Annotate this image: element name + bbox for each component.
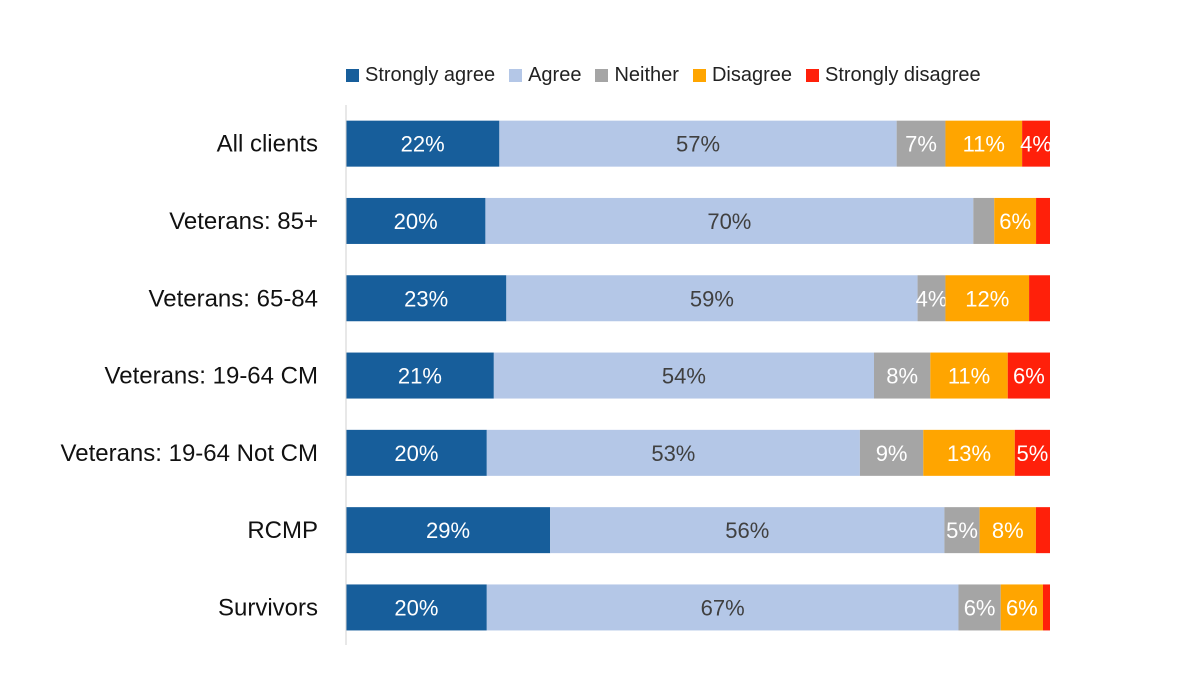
bar-segment [917,275,946,322]
data-label: 11% [963,132,1005,157]
bar-segment [896,120,946,167]
data-label: 6% [1006,595,1038,620]
data-label: 23% [404,286,448,311]
data-label: 21% [398,364,442,389]
data-label: 56% [725,518,769,543]
bar-segment [923,429,1015,476]
data-label: 11% [948,364,990,389]
bar-segment [930,352,1008,399]
legend-item: Strongly disagree [805,64,981,87]
bar-segment [550,507,945,554]
bar-segment [958,584,1001,631]
legend-item: Agree [509,64,581,87]
legend-item: Disagree [692,64,792,87]
category-label: Survivors [218,594,318,621]
data-label: 20% [394,595,438,620]
bar-segment [979,507,1036,554]
bar-segment [499,120,897,167]
bar-segment [346,197,486,244]
data-label: 70% [707,209,751,234]
data-label: 13% [947,441,991,466]
legend-label: Strongly agree [365,64,496,86]
legend-label: Neither [614,64,679,86]
data-label: 5% [946,518,978,543]
data-label: 6% [1013,364,1045,389]
bar-segment [973,197,995,244]
data-label: 5% [1017,441,1049,466]
bar-segment [1036,197,1050,244]
legend-swatch [595,69,609,82]
legend-swatch [509,69,523,82]
bar-segment [944,507,980,554]
bar-segment [346,352,494,399]
data-label: 20% [394,441,438,466]
bar-segment [1007,352,1050,399]
data-label: 22% [401,132,445,157]
bar-segment [1014,429,1050,476]
bar-segment [1042,584,1050,631]
data-label: 54% [662,364,706,389]
bar-segment [346,584,487,631]
legend-label: Agree [528,64,582,86]
bar-segment [486,584,959,631]
data-label: 4% [1020,132,1052,157]
data-label: 12% [965,286,1009,311]
category-label: Veterans: 65-84 [149,285,318,312]
legend-swatch [346,69,359,82]
legend-swatch [692,69,706,82]
data-label: 67% [701,595,745,620]
bar-segment [1035,507,1050,554]
category-label: RCMP [247,517,318,544]
bar-segment [506,275,918,322]
data-label: 8% [886,364,918,389]
bar-segment [346,507,551,554]
bar-segment [994,197,1037,244]
bar-segment [485,197,974,244]
bar-segment [346,429,487,476]
legend-swatch [805,69,819,82]
bar-segment [859,429,924,476]
bar-segment [1000,584,1043,631]
legend-label: Strongly disagree [824,64,981,86]
bar-segment [493,352,874,399]
data-label: 59% [690,286,734,311]
bar-segment [945,275,1030,322]
data-label: 53% [651,441,695,466]
legend-item: Neither [595,64,679,87]
data-label: 7% [905,132,937,157]
bar-segment [346,120,500,167]
category-label: Veterans: 19-64 Not CM [61,440,318,467]
category-label: All clients [217,131,318,158]
data-label: 20% [394,209,438,234]
category-label: Veterans: 19-64 CM [105,363,318,390]
bar-segment [486,429,860,476]
data-label: 8% [992,518,1024,543]
category-label: Veterans: 85+ [169,208,318,235]
data-label: 29% [426,518,470,543]
bar-segment [1029,275,1050,322]
data-label: 6% [964,595,996,620]
data-label: 6% [999,209,1031,234]
bar-segment [874,352,931,399]
bar-segment [346,275,507,322]
bar-segment [945,120,1023,167]
bar-segment [1022,120,1050,167]
legend-label: Disagree [711,64,792,86]
legend: Strongly agree Agree Neither Disagree Strong… [346,64,981,87]
data-label: 9% [876,441,908,466]
data-label: 57% [676,132,720,157]
data-label: 4% [916,286,948,311]
legend-item: Strongly agree [346,64,495,87]
